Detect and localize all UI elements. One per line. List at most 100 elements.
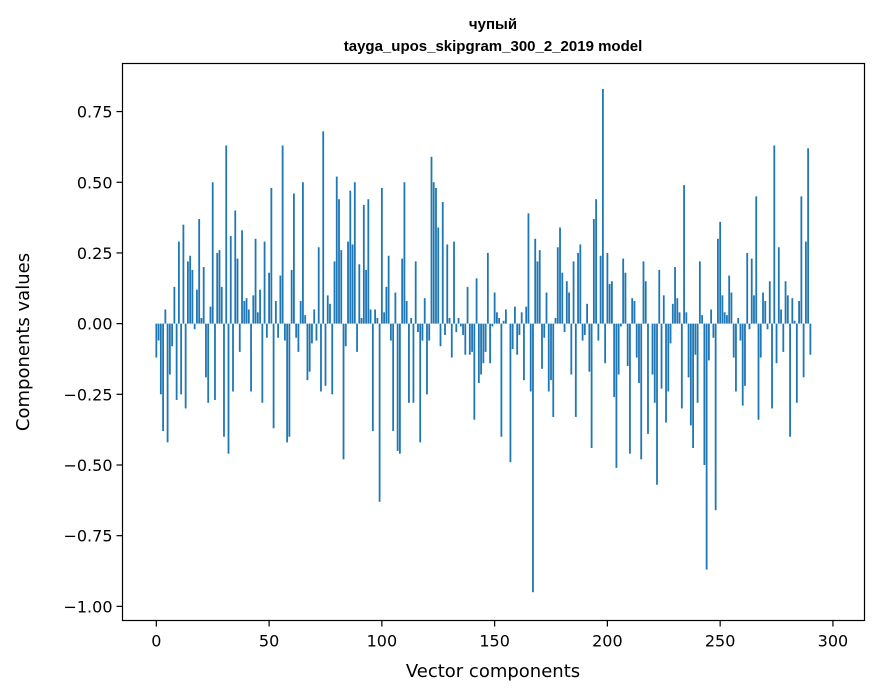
bar-82	[340, 250, 343, 324]
y-tick-label: −1.00	[63, 597, 112, 616]
bar-202	[611, 281, 613, 324]
plot-frame	[121, 62, 866, 622]
bar-81	[338, 199, 340, 324]
bar-57	[283, 323, 286, 341]
bar-13	[184, 323, 187, 409]
bar-149	[491, 323, 494, 327]
bar-105	[392, 323, 395, 432]
bar-250	[719, 221, 722, 324]
bar-139	[468, 323, 471, 355]
bar-78	[331, 323, 334, 395]
bar-229	[671, 303, 674, 324]
bar-53	[274, 301, 277, 324]
bar-130	[448, 317, 451, 324]
bar-22	[205, 323, 207, 378]
bar-161	[518, 323, 521, 335]
bar-271	[766, 323, 769, 330]
bar-84	[344, 323, 347, 347]
bar-213	[635, 323, 638, 358]
x-axis-label: Vector components	[406, 661, 580, 682]
y-tick-label: 0.00	[77, 315, 113, 334]
bar-34	[232, 323, 234, 392]
bar-252	[723, 312, 726, 324]
y-axis-ticks: −1.00 −0.75 −0.50 −0.25 0.00 0.25 0.50 0.75	[63, 103, 123, 616]
bar-204	[615, 323, 618, 468]
bar-210	[629, 323, 631, 454]
bar-99	[378, 323, 381, 502]
bar-164	[525, 306, 528, 324]
bar-173	[545, 292, 548, 324]
y-tick-label: 0.25	[77, 244, 113, 263]
bar-167	[532, 323, 534, 593]
bar-212	[633, 301, 636, 324]
bar-79	[333, 261, 336, 324]
bar-254	[728, 275, 731, 324]
bar-128	[444, 323, 446, 335]
bar-30	[223, 323, 225, 437]
bar-62	[295, 323, 298, 338]
bar-211	[631, 298, 634, 324]
bar-104	[389, 323, 392, 341]
bar-266	[755, 196, 758, 324]
bar-107	[396, 323, 399, 451]
bar-262	[746, 252, 749, 324]
bar-239	[694, 323, 697, 355]
bar-196	[597, 323, 600, 341]
bar-126	[439, 323, 442, 347]
bar-190	[583, 323, 586, 335]
bar-257	[735, 323, 737, 392]
bar-285	[798, 301, 800, 324]
bar-102	[385, 286, 388, 324]
bar-66	[304, 315, 307, 324]
bar-171	[541, 323, 543, 369]
bar-192	[588, 323, 591, 372]
bar-27	[216, 252, 219, 324]
bar-140	[471, 323, 473, 352]
bar-183	[568, 292, 570, 324]
y-tick-label: −0.75	[63, 527, 112, 546]
bar-125	[437, 227, 440, 324]
bar-157	[509, 323, 512, 463]
bar-93	[365, 269, 367, 324]
bar-5	[166, 323, 169, 443]
bar-21	[202, 267, 205, 324]
bar-112	[408, 323, 410, 403]
x-tick-label: 0	[151, 632, 161, 651]
bar-197	[599, 255, 602, 324]
bar-208	[624, 272, 627, 324]
bar-127	[441, 202, 444, 324]
bar-165	[527, 213, 530, 324]
bar-201	[608, 284, 611, 324]
bar-166	[529, 323, 532, 392]
bar-114	[412, 323, 415, 403]
bar-106	[394, 292, 397, 324]
bar-152	[498, 317, 501, 324]
bar-28	[218, 250, 221, 324]
bar-186	[574, 323, 577, 417]
bar-260	[741, 323, 744, 406]
bar-90	[358, 264, 361, 324]
bar-64	[299, 301, 302, 324]
bar-189	[581, 323, 584, 341]
bar-150	[493, 292, 496, 324]
bar-124	[435, 187, 437, 324]
bar-16	[191, 269, 194, 324]
bar-38	[241, 230, 243, 324]
bar-24	[209, 306, 212, 324]
bar-148	[489, 323, 492, 364]
bar-123	[432, 182, 435, 324]
bar-177	[554, 317, 557, 324]
bar-272	[768, 281, 771, 324]
y-tick-label: 0.75	[77, 103, 113, 122]
bar-159	[514, 306, 516, 324]
bar-132	[453, 241, 455, 324]
bar-8	[173, 286, 176, 324]
bar-74	[322, 131, 325, 324]
bar-280	[786, 295, 789, 324]
bar-11	[180, 323, 183, 395]
bar-155	[505, 309, 507, 324]
bar-55	[279, 275, 282, 324]
bar-116	[417, 323, 419, 333]
